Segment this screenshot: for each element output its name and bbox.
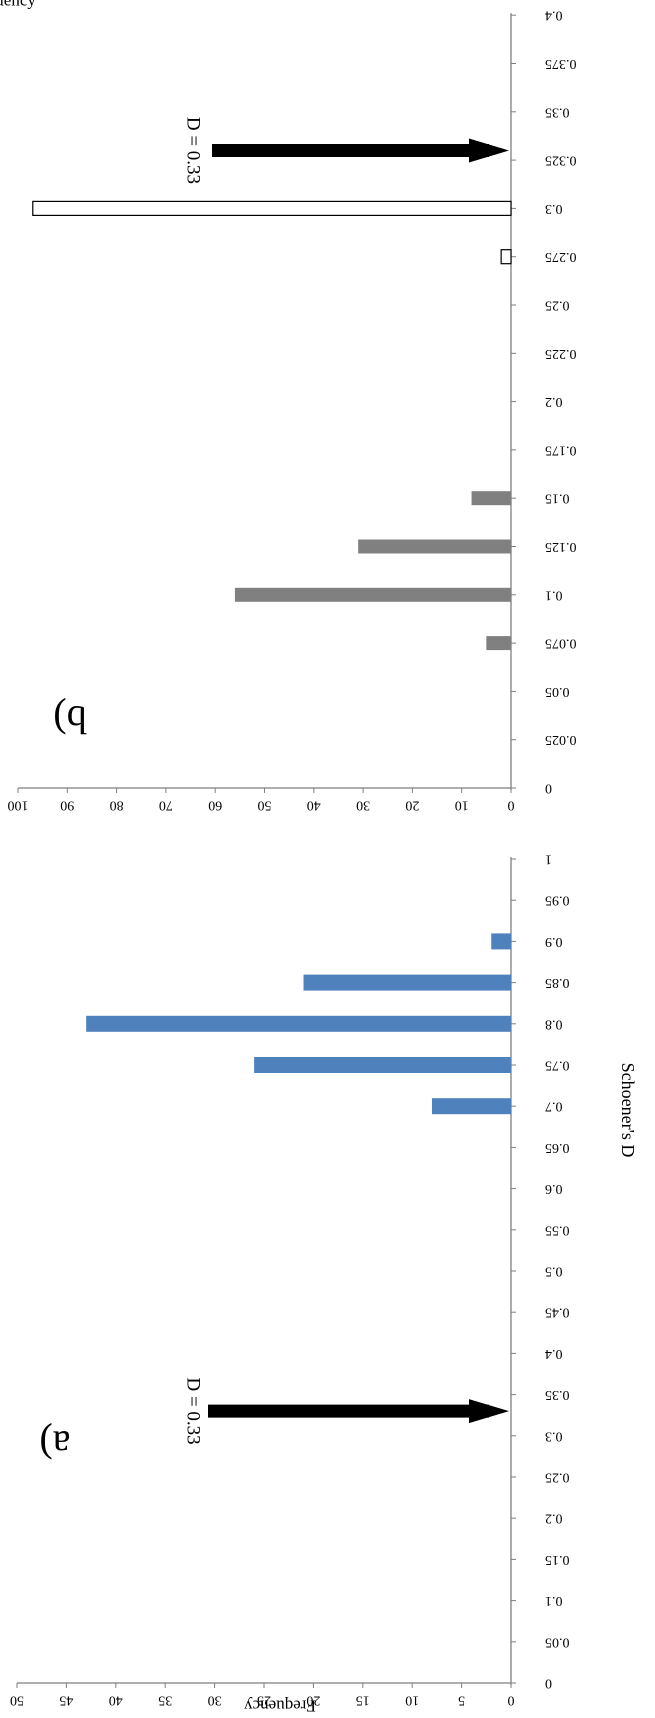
category-tick-label: 0.325	[545, 153, 577, 168]
category-tick-label: 0.15	[545, 1552, 570, 1567]
bar	[358, 539, 511, 554]
category-tick-label: 0.025	[545, 732, 577, 747]
category-tick-label: 0.6	[545, 1181, 563, 1196]
category-tick-label: 0	[545, 1676, 552, 1691]
category-tick-label: 0.05	[545, 684, 570, 699]
x-axis-title: Schoener's D	[618, 1063, 638, 1158]
category-tick-label: 0.4	[545, 8, 563, 23]
category-tick-label: 0	[545, 781, 552, 796]
value-tick-label: 70	[159, 798, 173, 813]
annotation-arrow-head	[469, 1399, 509, 1424]
value-tick-label: 40	[307, 798, 321, 813]
category-tick-label: 0.95	[545, 893, 570, 908]
value-tick-label: 30	[356, 798, 370, 813]
value-tick-label: 0	[508, 1693, 515, 1708]
bar	[500, 249, 512, 265]
bar	[471, 491, 511, 506]
category-tick-label: 0.05	[545, 1634, 570, 1649]
panel-a-chart: 0 5 10 15 20 25 30 35 40 45 50 0 0.05 0.1 0.15 0.2 0.25 0…	[10, 852, 638, 1716]
bar	[254, 1057, 511, 1073]
category-tick-label: 0.3	[545, 201, 563, 216]
category-tick-label: 0.9	[545, 934, 563, 949]
y-axis-title: Frequency	[244, 1697, 316, 1716]
value-tick-label: 60	[208, 798, 222, 813]
category-tick-label: 0.75	[545, 1058, 570, 1073]
value-tick-label: 50	[10, 1693, 24, 1708]
value-tick-label: 20	[405, 798, 419, 813]
value-tick-label: 0	[508, 798, 515, 813]
value-tick-label: 40	[109, 1693, 123, 1708]
panel-label: b)	[53, 698, 86, 743]
category-tick-label: 1	[545, 852, 552, 867]
category-tick-label: 0.7	[545, 1099, 563, 1114]
category-tick-label: 0.1	[545, 587, 563, 602]
category-tick-label: 0.175	[545, 442, 577, 457]
category-tick-label: 0.15	[545, 491, 570, 506]
bar	[491, 933, 511, 950]
value-tick-label: 100	[8, 798, 29, 813]
category-tick-label: 0.25	[545, 1470, 570, 1485]
value-tick-label: 15	[356, 1693, 370, 1708]
y-axis-title: Frequency	[0, 0, 36, 10]
category-tick-label: 0.375	[545, 56, 577, 71]
category-tick-label: 0.225	[545, 346, 577, 361]
bar	[234, 587, 512, 602]
category-tick-label: 0.55	[545, 1222, 570, 1237]
annotation-text: D = 0.33	[183, 117, 204, 184]
value-tick-label: 90	[60, 798, 74, 813]
value-tick-label: 35	[158, 1693, 172, 1708]
category-tick-label: 0.2	[545, 394, 563, 409]
category-tick-label: 0.85	[545, 975, 570, 990]
annotation-arrow-head	[469, 138, 509, 163]
value-tick-label: 45	[59, 1693, 73, 1708]
bar	[86, 1015, 511, 1032]
value-tick-label: 20	[306, 1693, 320, 1708]
category-tick-label: 0.4	[545, 1346, 563, 1361]
annotation-text: D = 0.33	[183, 1377, 204, 1444]
category-tick-label: 0.35	[545, 104, 570, 119]
value-tick-label: 10	[455, 798, 469, 813]
panel-label: a)	[39, 1423, 70, 1468]
category-tick-label: 0.125	[545, 539, 577, 554]
value-tick-label: 5	[458, 1693, 465, 1708]
category-tick-label: 0.075	[545, 636, 577, 651]
category-tick-label: 0.45	[545, 1305, 570, 1320]
category-tick-label: 0.5	[545, 1264, 563, 1279]
bar	[486, 636, 511, 651]
category-tick-label: 0.8	[545, 1016, 563, 1031]
value-tick-label: 10	[405, 1693, 419, 1708]
panel-b-chart: 0 10 20 30 40 50 60 70 80 90 100 0 0.025 0.05 0.075 0.1…	[0, 0, 577, 813]
value-tick-label: 80	[110, 798, 124, 813]
bar	[431, 1098, 511, 1115]
category-tick-label: 0.3	[545, 1428, 563, 1443]
category-tick-label: 0.25	[545, 298, 570, 313]
category-tick-label: 0.35	[545, 1387, 570, 1402]
category-tick-label: 0.65	[545, 1140, 570, 1155]
value-tick-label: 25	[257, 1693, 271, 1708]
bar	[303, 974, 511, 991]
category-tick-label: 0.2	[545, 1511, 563, 1526]
value-tick-label: 50	[258, 798, 272, 813]
bar	[32, 200, 512, 216]
category-tick-label: 0.1	[545, 1593, 563, 1608]
value-tick-label: 30	[208, 1693, 222, 1708]
category-tick-label: 0.275	[545, 249, 577, 264]
